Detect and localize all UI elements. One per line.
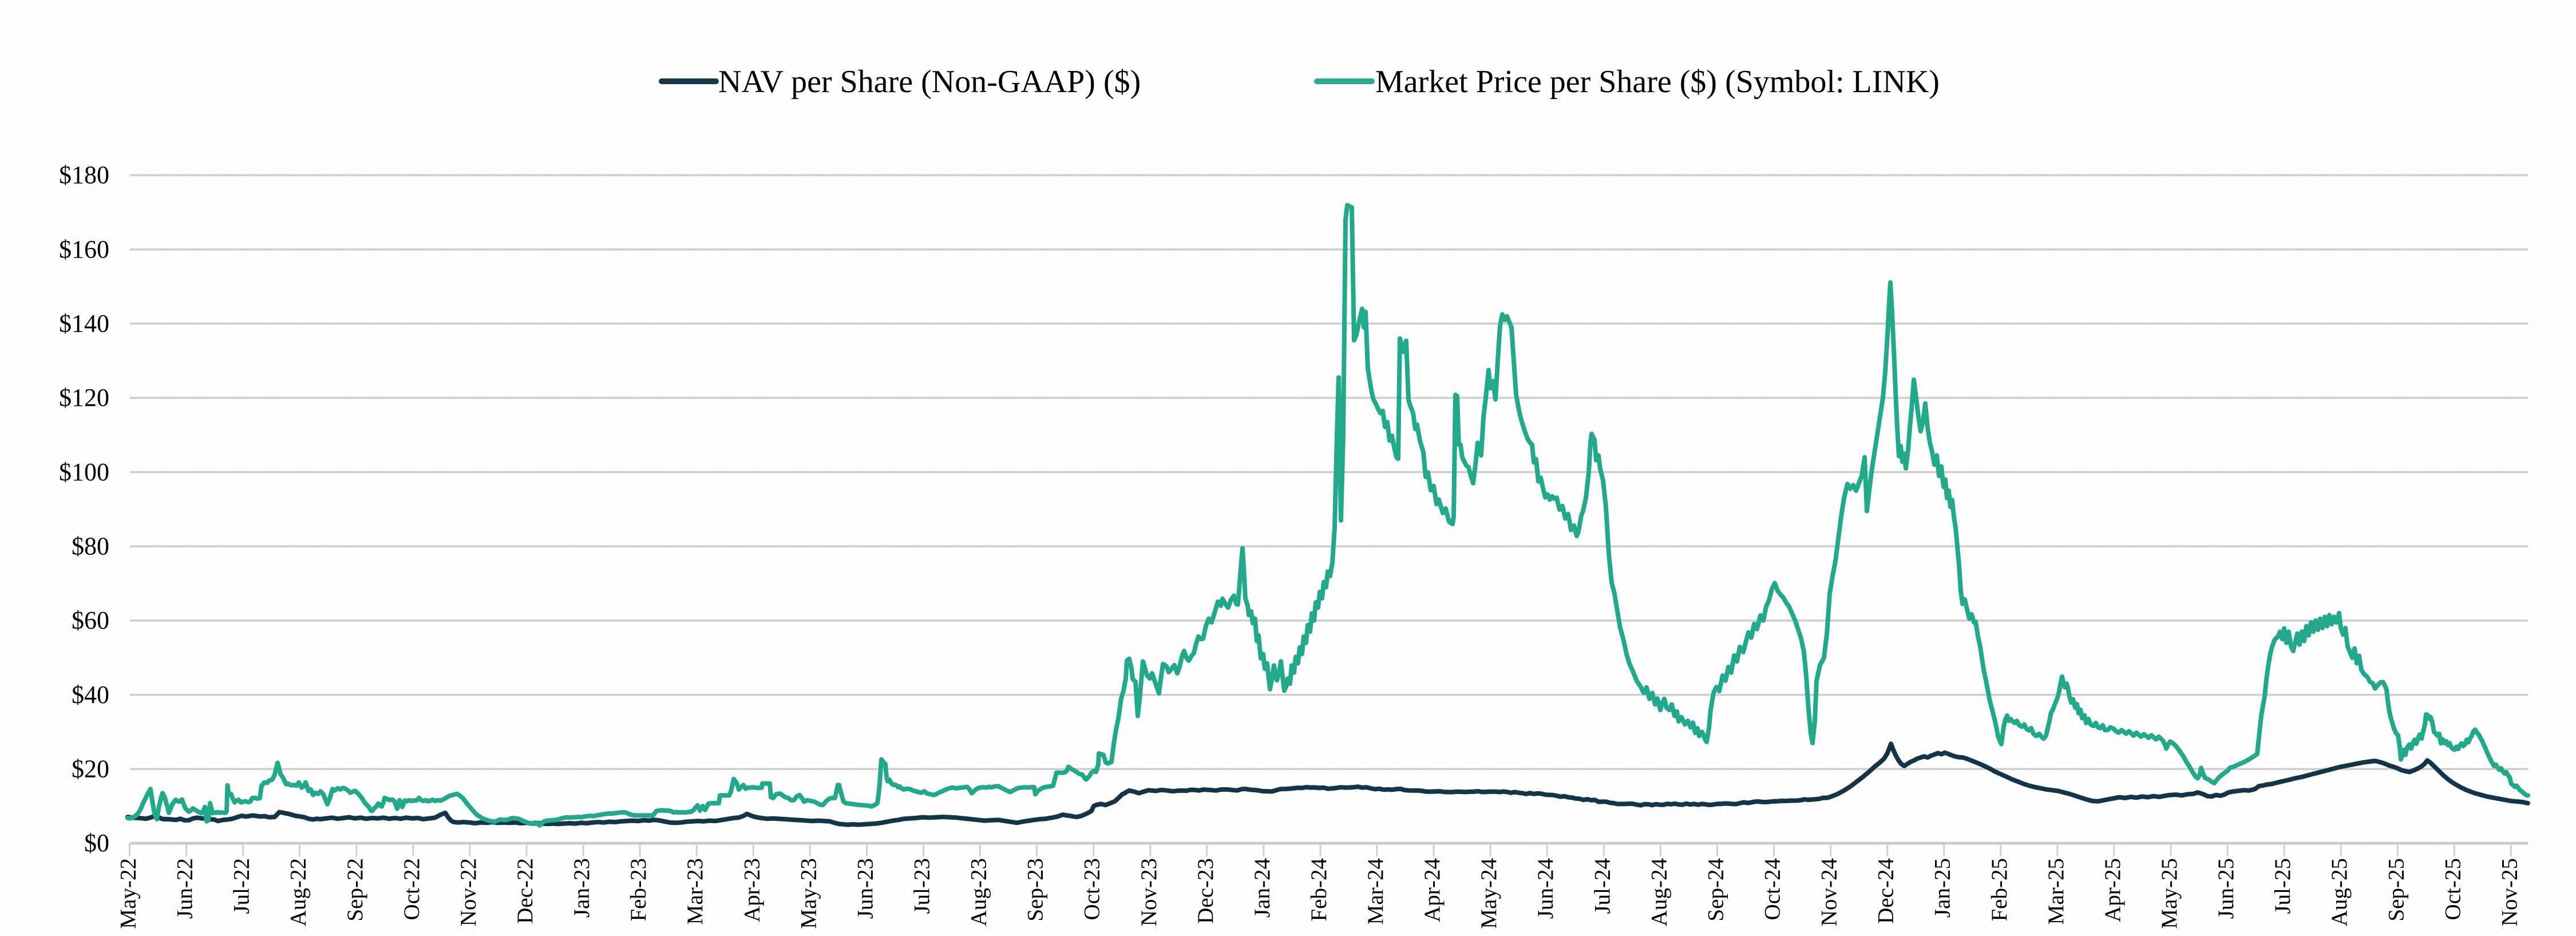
svg-text:Nov-23: Nov-23	[1137, 858, 1161, 926]
svg-text:$80: $80	[72, 532, 109, 560]
svg-text:Feb-25: Feb-25	[1987, 858, 2012, 922]
svg-text:Dec-23: Dec-23	[1193, 858, 1218, 924]
svg-text:Mar-23: Mar-23	[683, 858, 707, 925]
svg-text:May-23: May-23	[796, 858, 821, 929]
svg-text:$140: $140	[59, 309, 109, 337]
svg-text:Oct-25: Oct-25	[2440, 858, 2465, 920]
svg-text:Jan-23: Jan-23	[569, 858, 594, 918]
svg-text:Jun-24: Jun-24	[1533, 858, 1558, 919]
svg-text:$100: $100	[59, 458, 109, 486]
svg-text:Nov-25: Nov-25	[2497, 858, 2522, 926]
svg-text:Market Price per Share ($) (Sy: Market Price per Share ($) (Symbol: LINK…	[1375, 64, 1940, 100]
svg-text:Jul-22: Jul-22	[229, 858, 254, 914]
svg-text:$0: $0	[84, 829, 109, 857]
svg-text:Oct-22: Oct-22	[399, 858, 424, 920]
svg-text:Jan-25: Jan-25	[1930, 858, 1955, 918]
svg-text:Mar-24: Mar-24	[1363, 858, 1388, 925]
svg-text:May-25: May-25	[2157, 858, 2182, 929]
svg-text:NAV per Share (Non-GAAP) ($): NAV per Share (Non-GAAP) ($)	[718, 64, 1141, 100]
svg-text:May-24: May-24	[1477, 858, 1501, 929]
svg-text:$60: $60	[72, 606, 109, 634]
svg-text:Jul-24: Jul-24	[1590, 858, 1615, 914]
svg-text:Oct-24: Oct-24	[1760, 858, 1785, 920]
svg-text:Oct-23: Oct-23	[1080, 858, 1105, 920]
svg-text:$20: $20	[72, 755, 109, 783]
svg-text:Jun-22: Jun-22	[173, 858, 197, 919]
svg-text:Jul-25: Jul-25	[2270, 858, 2295, 914]
svg-text:Aug-25: Aug-25	[2327, 858, 2352, 926]
svg-text:$120: $120	[59, 384, 109, 412]
svg-text:Sep-24: Sep-24	[1704, 858, 1728, 922]
svg-text:Sep-22: Sep-22	[343, 858, 367, 922]
svg-text:Nov-24: Nov-24	[1817, 858, 1842, 926]
svg-text:Sep-23: Sep-23	[1023, 858, 1048, 922]
svg-text:Jun-23: Jun-23	[853, 858, 877, 919]
svg-text:Apr-25: Apr-25	[2100, 858, 2125, 922]
svg-text:Feb-23: Feb-23	[626, 858, 651, 922]
svg-text:Jan-24: Jan-24	[1250, 858, 1275, 918]
svg-text:Apr-24: Apr-24	[1420, 858, 1445, 922]
svg-text:Dec-22: Dec-22	[513, 858, 537, 924]
svg-text:Dec-24: Dec-24	[1874, 858, 1898, 924]
svg-text:Nov-22: Nov-22	[456, 858, 481, 926]
svg-text:Mar-25: Mar-25	[2044, 858, 2068, 925]
svg-text:May-22: May-22	[116, 858, 141, 929]
svg-text:$180: $180	[59, 161, 109, 189]
svg-text:Sep-25: Sep-25	[2384, 858, 2408, 922]
svg-text:Jul-23: Jul-23	[910, 858, 935, 914]
svg-text:Aug-23: Aug-23	[967, 858, 991, 926]
svg-text:$160: $160	[59, 235, 109, 263]
svg-text:$40: $40	[72, 681, 109, 709]
svg-text:Aug-24: Aug-24	[1647, 858, 1671, 926]
svg-text:Aug-22: Aug-22	[286, 858, 311, 926]
svg-text:Jun-25: Jun-25	[2214, 858, 2238, 919]
svg-text:Feb-24: Feb-24	[1307, 858, 1331, 922]
svg-text:Apr-23: Apr-23	[739, 858, 764, 922]
